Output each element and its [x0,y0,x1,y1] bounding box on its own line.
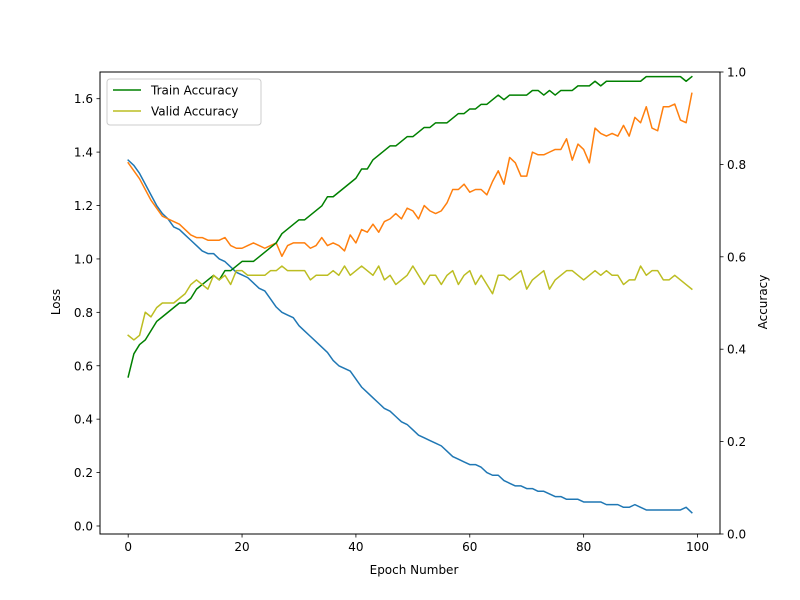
y-left-tick-label: 0.8 [74,306,93,320]
y-right-tick-label: 0.4 [727,343,746,357]
legend-label-valid-accuracy: Valid Accuracy [151,105,239,119]
y-axis-label-right: Accuracy [756,275,770,330]
y-right-tick-label: 0.8 [727,158,746,172]
x-tick-label: 80 [576,540,591,554]
y-right-tick-label: 1.0 [727,66,746,80]
train-accuracy-line [127,75,693,378]
x-tick-label: 100 [686,540,709,554]
y-left-tick-label: 0.6 [74,359,93,373]
y-axis-right: 0.0 0.2 0.4 0.6 0.8 1.0 [720,66,746,542]
y-left-tick-label: 1.6 [74,92,93,106]
x-axis: 0 20 40 60 80 100 [124,534,709,554]
legend: Train Accuracy Valid Accuracy [106,78,262,126]
x-tick-label: 60 [462,540,477,554]
x-axis-label: Epoch Number [370,563,459,577]
y-left-tick-label: 0.4 [74,413,93,427]
plot-frame [99,71,721,535]
y-left-tick-label: 1.0 [74,252,93,266]
plot-area [100,72,720,534]
x-tick-label: 40 [348,540,363,554]
y-left-tick-label: 0.0 [74,519,93,533]
valid-loss-line [127,92,693,258]
x-tick-label: 20 [234,540,249,554]
y-left-tick-label: 0.2 [74,466,93,480]
legend-box [106,78,262,126]
y-left-tick-label: 1.4 [74,146,93,160]
legend-label-train-accuracy: Train Accuracy [150,84,238,98]
valid-accuracy-line [127,265,693,341]
y-right-tick-label: 0.0 [727,528,746,542]
y-axis-left: 0.0 0.2 0.4 0.6 0.8 1.0 1.2 1.4 1.6 [74,92,100,533]
train-loss-line [127,159,693,514]
x-tick-label: 0 [124,540,132,554]
y-right-tick-label: 0.2 [727,435,746,449]
y-left-tick-label: 1.2 [74,199,93,213]
y-axis-label-left: Loss [49,289,63,315]
series-layer [127,75,693,514]
y-right-tick-label: 0.6 [727,250,746,264]
